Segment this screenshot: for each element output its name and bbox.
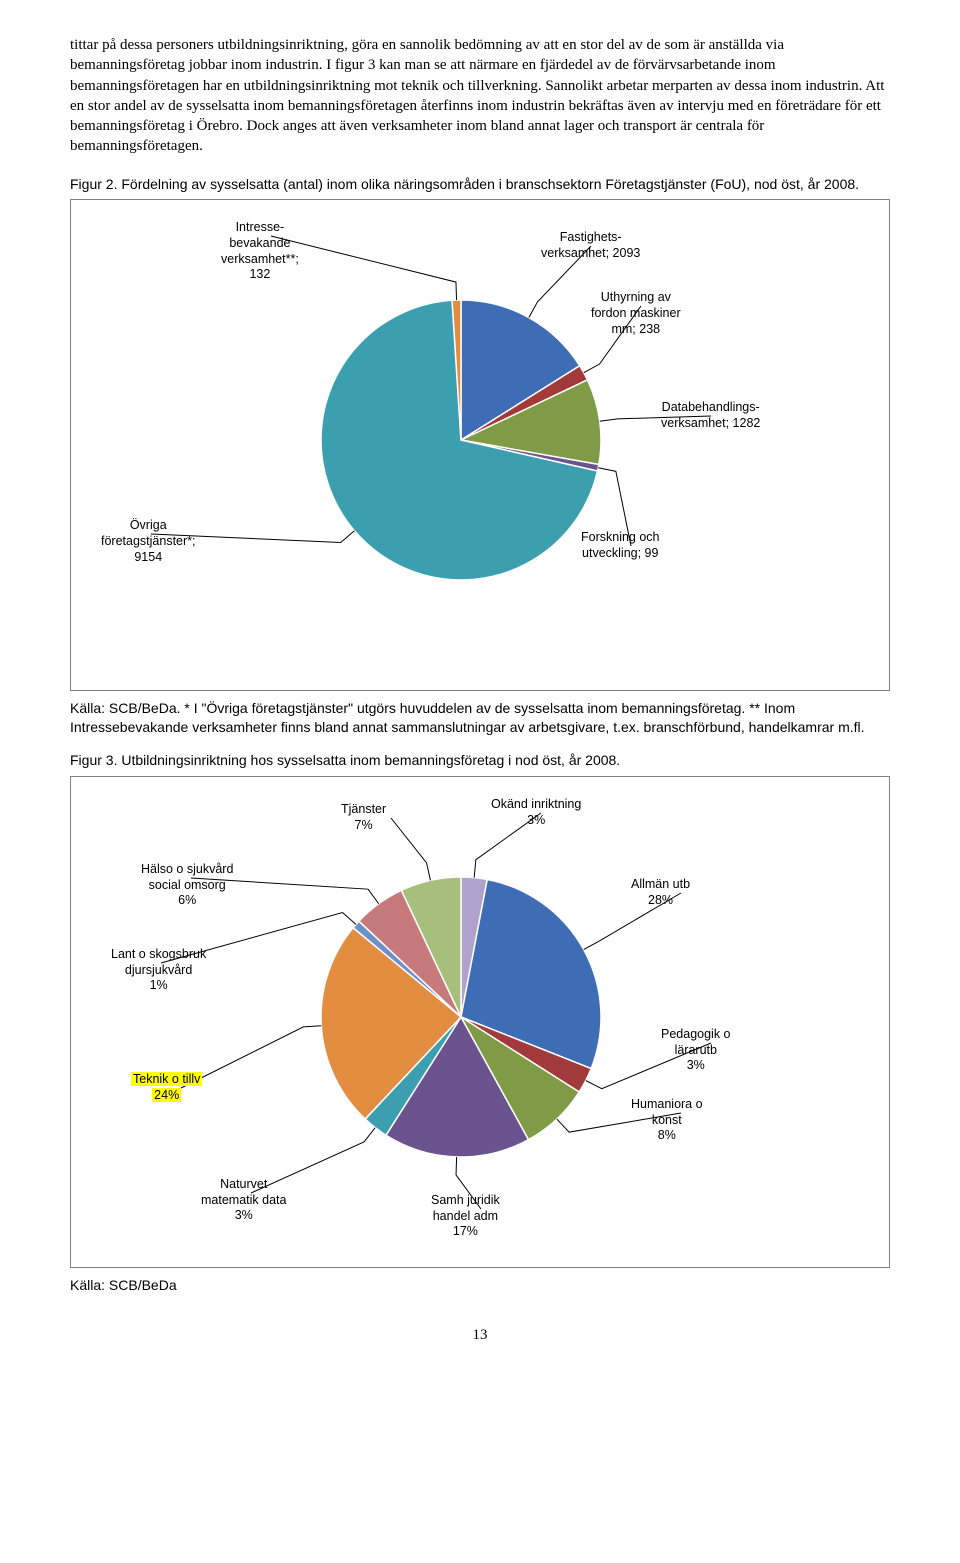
intro-paragraph: tittar på dessa personers utbildningsinr… bbox=[70, 35, 890, 157]
figure3-chart: Okänd inriktning 3% Allmän utb 28% Pedagog… bbox=[70, 776, 890, 1268]
pie-label: Uthyrning av fordon maskiner mm; 238 bbox=[591, 290, 681, 337]
pie-label: Databehandlings- verksamhet; 1282 bbox=[661, 400, 760, 431]
pie-label: Lant o skogsbruk djursjukvård 1% bbox=[111, 947, 206, 994]
pie-label: Naturvet matematik data 3% bbox=[201, 1177, 286, 1224]
pie-label: Fastighets- verksamhet; 2093 bbox=[541, 230, 640, 261]
pie-label: Okänd inriktning 3% bbox=[491, 797, 581, 828]
figure2-chart: Fastighets- verksamhet; 2093 Uthyrning av… bbox=[70, 199, 890, 691]
pie-label: Allmän utb 28% bbox=[631, 877, 690, 908]
pie-label: Samh juridik handel adm 17% bbox=[431, 1193, 500, 1240]
figure3-caption: Figur 3. Utbildningsinriktning hos sysse… bbox=[70, 751, 890, 770]
figure2-source: Källa: SCB/BeDa. * I "Övriga företagstjä… bbox=[70, 699, 890, 737]
pie-label: Forskning och utveckling; 99 bbox=[581, 530, 660, 561]
pie-svg bbox=[71, 200, 889, 690]
figure3-source: Källa: SCB/BeDa bbox=[70, 1276, 890, 1295]
pie-label: Teknik o tillv24% bbox=[131, 1072, 202, 1103]
pie-label: Intresse- bevakande verksamhet**; 132 bbox=[221, 220, 299, 283]
pie-label: Övriga företagstjänster*; 9154 bbox=[101, 518, 196, 565]
leader-line bbox=[391, 818, 430, 880]
figure2-caption: Figur 2. Fördelning av sysselsatta (anta… bbox=[70, 175, 890, 194]
leader-line bbox=[271, 236, 457, 300]
page-number: 13 bbox=[70, 1325, 890, 1345]
pie-label: Tjänster 7% bbox=[341, 802, 386, 833]
pie-label: Humaniora o konst 8% bbox=[631, 1097, 703, 1144]
pie-label: Pedagogik o lärarutb 3% bbox=[661, 1027, 731, 1074]
pie-label: Hälso o sjukvård social omsorg 6% bbox=[141, 862, 233, 909]
